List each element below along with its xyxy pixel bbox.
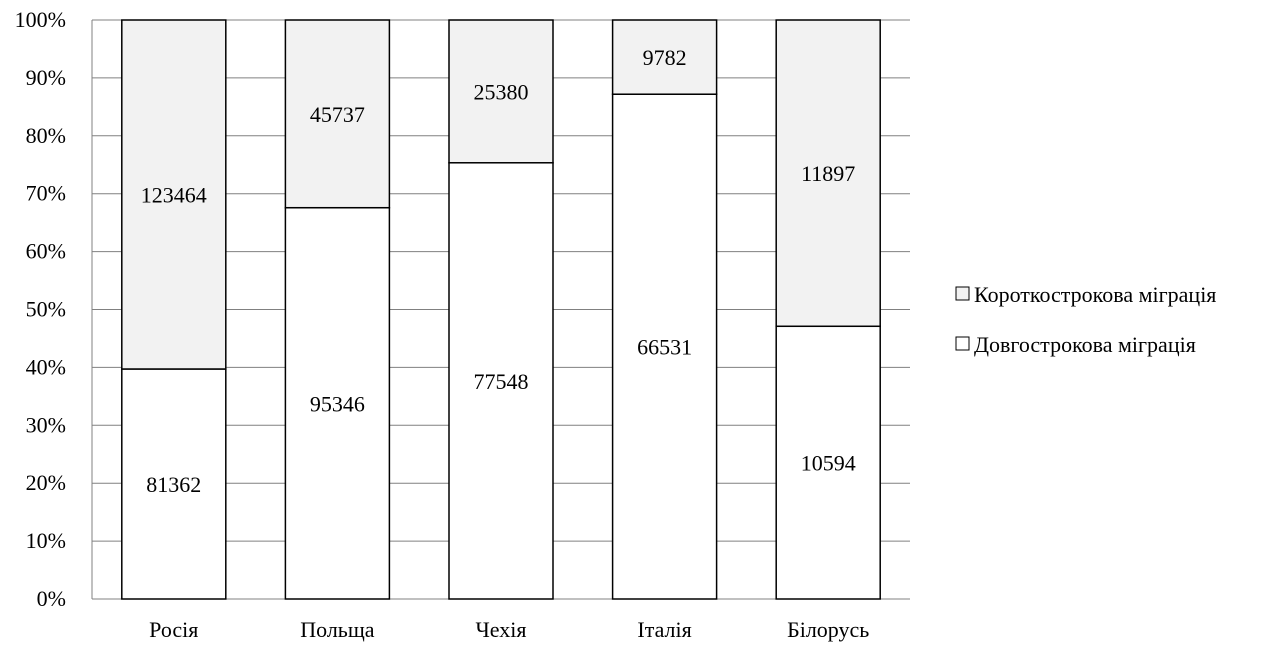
bar-segment — [611, 19, 718, 95]
y-tick-label: 60% — [26, 239, 66, 264]
data-label: 11897 — [801, 161, 855, 186]
bar-segment — [448, 19, 554, 164]
y-tick-label: 20% — [26, 470, 66, 495]
legend: Короткострокова міграція Довгострокова мі… — [955, 282, 1216, 357]
bar-segment — [121, 19, 227, 370]
legend-swatch — [955, 336, 970, 351]
y-tick-label: 70% — [26, 181, 66, 206]
y-tick-label: 90% — [26, 65, 66, 90]
bar-segment — [775, 19, 881, 328]
x-tick-label: Італія — [637, 617, 691, 642]
data-label: 25380 — [474, 79, 529, 104]
x-tick-label: Чехія — [475, 617, 526, 642]
y-tick-label: 30% — [26, 412, 66, 437]
y-axis: 0% 10% 20% 30% 40% 50% 60% 70% 80% 90% 100% — [15, 7, 93, 611]
legend-swatch — [955, 286, 970, 301]
y-tick-label: 0% — [37, 586, 66, 611]
y-tick-label: 100% — [15, 7, 66, 32]
data-label: 66531 — [637, 335, 692, 360]
x-tick-label: Білорусь — [787, 617, 869, 642]
data-label: 95346 — [310, 391, 365, 416]
y-tick-label: 80% — [26, 123, 66, 148]
data-label: 45737 — [310, 102, 365, 127]
bar-segment — [448, 162, 554, 600]
data-label: 10594 — [801, 451, 856, 476]
bar-segment — [611, 93, 718, 600]
x-axis: Росія Польща Чехія Італія Білорусь — [149, 617, 869, 642]
legend-label: Короткострокова міграція — [974, 282, 1216, 307]
bar-segment — [121, 368, 227, 600]
legend-label: Довгострокова міграція — [974, 332, 1196, 357]
data-label: 81362 — [146, 472, 201, 497]
x-tick-label: Польща — [300, 617, 375, 642]
data-label: 123464 — [141, 183, 207, 208]
x-tick-label: Росія — [149, 617, 198, 642]
data-label: 9782 — [643, 45, 687, 70]
bars: 81362 123464 95346 45737 77548 25380 66531 9782… — [121, 19, 881, 600]
y-tick-label: 40% — [26, 354, 66, 379]
bar-segment — [284, 19, 391, 209]
y-tick-label: 50% — [26, 297, 66, 322]
y-tick-label: 10% — [26, 528, 66, 553]
data-label: 77548 — [474, 369, 529, 394]
